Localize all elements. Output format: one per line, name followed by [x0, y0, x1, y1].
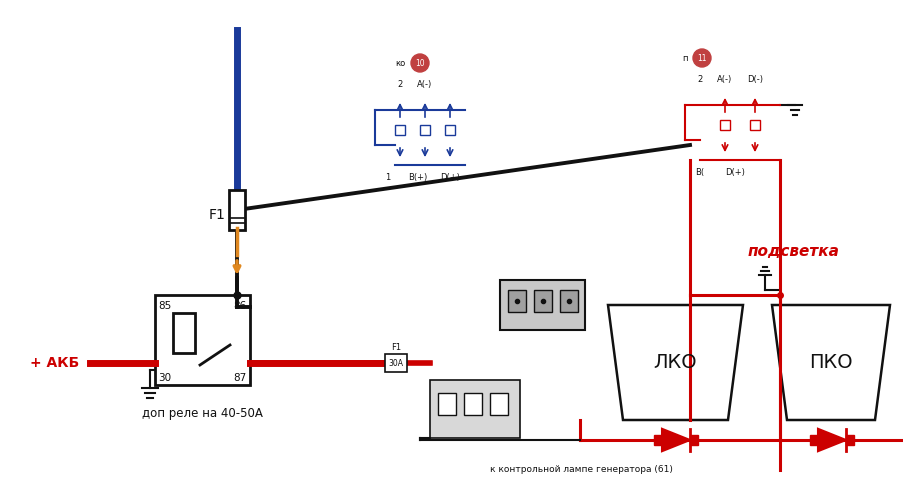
Text: D(+): D(+)	[724, 168, 744, 177]
Text: F1: F1	[209, 208, 226, 222]
Bar	[385, 354, 406, 372]
Bar	[489, 393, 507, 415]
Text: 10: 10	[414, 58, 424, 67]
Bar	[559, 290, 577, 312]
Text: 2: 2	[696, 75, 702, 84]
Bar	[749, 120, 759, 130]
Text: D(-): D(-)	[746, 75, 762, 84]
Bar	[463, 393, 481, 415]
Text: B(+): B(+)	[407, 173, 427, 182]
Polygon shape	[608, 305, 742, 420]
Bar	[438, 393, 455, 415]
Text: 87: 87	[234, 373, 247, 383]
Text: D(+): D(+)	[440, 173, 460, 182]
Bar	[653, 435, 661, 445]
Bar	[719, 120, 730, 130]
Circle shape	[693, 49, 711, 67]
Text: п: п	[682, 54, 687, 63]
Text: 86: 86	[234, 301, 247, 311]
Text: подсветка: подсветка	[747, 244, 839, 259]
Text: к контрольной лампе генератора (61): к контрольной лампе генератора (61)	[489, 466, 672, 474]
Bar	[689, 435, 697, 445]
Text: 30A: 30A	[388, 359, 403, 367]
Text: ЛКО: ЛКО	[653, 352, 696, 372]
Bar	[534, 290, 552, 312]
Bar	[430, 380, 519, 438]
Polygon shape	[661, 429, 689, 451]
Bar	[809, 435, 817, 445]
Polygon shape	[771, 305, 889, 420]
Circle shape	[411, 54, 429, 72]
Bar	[845, 435, 853, 445]
Text: F1: F1	[390, 343, 401, 352]
Bar	[507, 290, 526, 312]
Polygon shape	[817, 429, 845, 451]
Bar	[228, 190, 245, 230]
Bar	[172, 313, 195, 353]
Bar	[444, 125, 454, 135]
Text: 2: 2	[397, 80, 402, 89]
Text: доп реле на 40-50А: доп реле на 40-50А	[142, 407, 262, 420]
Text: ко: ко	[396, 58, 405, 67]
Text: 30: 30	[158, 373, 171, 383]
Bar	[395, 125, 405, 135]
Text: ПКО: ПКО	[808, 352, 852, 372]
Bar	[154, 295, 250, 385]
Text: А(-): А(-)	[717, 75, 731, 84]
Text: 1: 1	[385, 173, 390, 182]
Text: 85: 85	[158, 301, 171, 311]
Text: B(: B(	[694, 168, 703, 177]
Text: + АКБ: + АКБ	[30, 356, 79, 370]
Text: 11: 11	[696, 54, 706, 63]
Bar	[499, 280, 584, 330]
Text: А(-): А(-)	[417, 80, 433, 89]
Bar	[420, 125, 430, 135]
